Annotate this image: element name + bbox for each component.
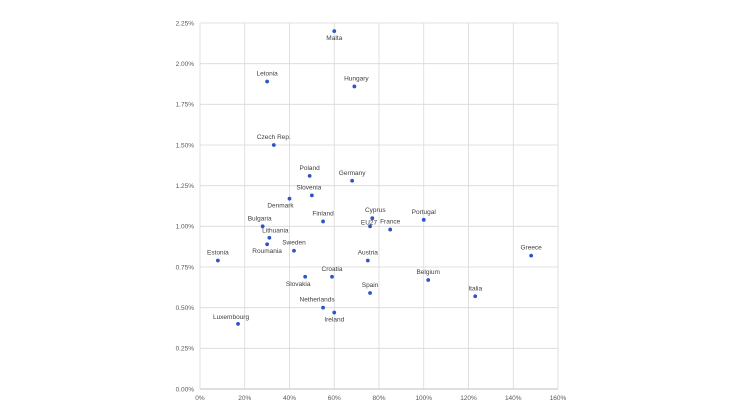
- data-points: [216, 29, 534, 326]
- data-point: [352, 84, 357, 89]
- x-tick-label: 100%: [415, 395, 432, 402]
- point-label: Greece: [520, 245, 542, 252]
- data-point: [265, 79, 270, 84]
- x-tick-label: 40%: [283, 395, 296, 402]
- point-label: Spain: [362, 282, 379, 289]
- point-label: Estonia: [207, 249, 229, 256]
- data-point: [309, 193, 314, 198]
- point-label: Bulgaria: [248, 215, 272, 222]
- x-tick-label: 80%: [372, 395, 385, 402]
- point-label: Ireland: [324, 317, 344, 324]
- y-tick-label: 0.50%: [176, 305, 195, 312]
- y-tick-label: 1.75%: [176, 102, 195, 109]
- y-tick-label: 1.25%: [176, 183, 195, 190]
- point-label: Portugal: [412, 209, 437, 216]
- x-tick-label: 0%: [195, 395, 205, 402]
- x-tick-label: 160%: [550, 395, 567, 402]
- point-label: France: [380, 219, 401, 226]
- data-point: [265, 242, 270, 247]
- data-point: [368, 291, 372, 295]
- data-point: [370, 216, 375, 221]
- point-label: Slovenia: [296, 184, 321, 191]
- data-point: [350, 178, 355, 183]
- data-point: [267, 235, 272, 240]
- point-label: Hungary: [344, 75, 369, 82]
- data-point: [321, 219, 325, 224]
- data-point: [421, 217, 426, 222]
- point-label: Finland: [312, 210, 334, 217]
- point-label: Slovakia: [286, 281, 311, 288]
- x-tick-label: 20%: [238, 395, 251, 402]
- x-tick-label: 140%: [505, 395, 522, 402]
- point-label: Lithuania: [262, 228, 289, 235]
- point-label: Croatia: [322, 266, 343, 273]
- x-tick-labels: 0% 20% 40% 60% 80% 100% 120% 140% 160%: [195, 395, 566, 402]
- point-label: Poland: [300, 165, 321, 172]
- point-label: Netherlands: [300, 297, 336, 304]
- point-label: Austria: [358, 249, 379, 256]
- data-point: [321, 305, 325, 310]
- data-point: [303, 274, 308, 279]
- x-tick-label: 60%: [328, 395, 341, 402]
- point-labels: Malta Letonia Hungary Czech Rep. Poland Germa…: [207, 35, 542, 323]
- x-tick-label: 120%: [460, 395, 477, 402]
- point-label: Belgium: [416, 269, 439, 276]
- data-point: [307, 174, 312, 178]
- y-tick-label: 2.25%: [176, 20, 195, 27]
- y-tick-label: 1.50%: [176, 142, 195, 149]
- data-point: [426, 278, 431, 282]
- data-point: [271, 143, 276, 147]
- data-point: [216, 258, 220, 263]
- point-label: Luxembourg: [213, 314, 250, 321]
- point-label: Roumania: [252, 248, 282, 255]
- data-point: [388, 227, 393, 232]
- point-label: Denmark: [267, 203, 294, 210]
- data-point: [332, 29, 337, 34]
- y-tick-label: 1.00%: [176, 224, 195, 231]
- data-point: [236, 322, 240, 326]
- point-label: Malta: [326, 35, 342, 42]
- y-tick-label: 0.00%: [176, 386, 195, 393]
- data-point: [529, 253, 534, 258]
- y-tick-labels: 0.00% 0.25% 0.50% 0.75% 1.00% 1.25% 1.50% 1.75%…: [176, 20, 195, 393]
- data-point: [330, 274, 334, 279]
- point-label: Sweden: [282, 240, 306, 247]
- data-point: [368, 224, 372, 229]
- data-point: [365, 258, 370, 263]
- data-point: [287, 196, 292, 201]
- point-label: Cyprus: [365, 207, 386, 214]
- point-label: Italia: [468, 285, 482, 292]
- data-point: [332, 310, 337, 315]
- y-tick-label: 0.25%: [176, 346, 195, 353]
- point-label: Germany: [339, 170, 366, 177]
- grid-lines: [199, 22, 559, 390]
- y-tick-label: 2.00%: [176, 61, 195, 68]
- data-point: [292, 248, 296, 253]
- data-point: [260, 224, 265, 229]
- point-label: EU27: [361, 219, 378, 226]
- point-label: Czech Rep.: [257, 134, 291, 141]
- data-point: [473, 294, 478, 299]
- y-tick-label: 0.75%: [176, 264, 195, 271]
- point-label: Letonia: [256, 71, 278, 78]
